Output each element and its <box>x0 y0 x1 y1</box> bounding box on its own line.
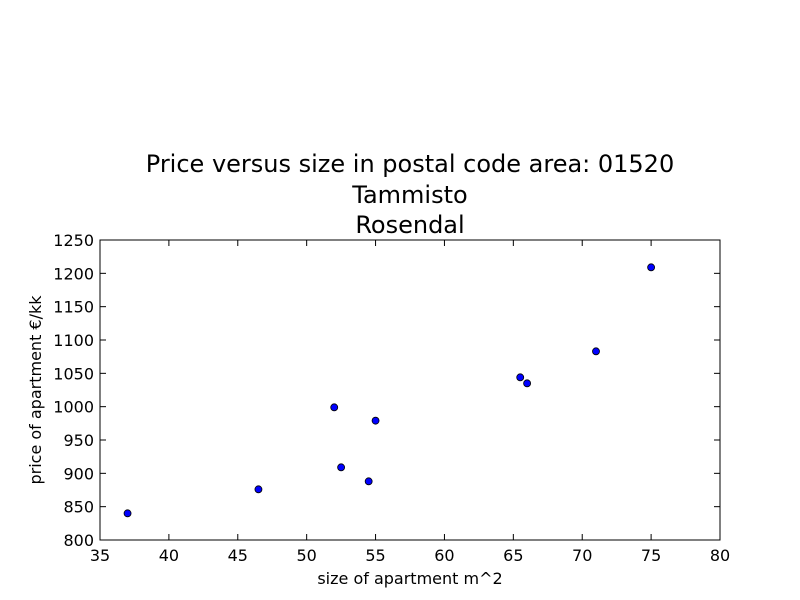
title-line-1: Price versus size in postal code area: 0… <box>146 150 674 178</box>
y-tick-label: 900 <box>63 464 94 483</box>
data-points <box>123 263 656 518</box>
y-tick-label: 1050 <box>53 364 94 383</box>
y-tick-label: 1250 <box>53 231 94 250</box>
x-tick-label: 70 <box>572 546 592 565</box>
x-tick-label: 40 <box>159 546 179 565</box>
y-tick-label: 800 <box>63 531 94 550</box>
scatter-point <box>523 379 532 388</box>
scatter-point <box>254 485 263 494</box>
chart-title: Price versus size in postal code area: 0… <box>146 150 674 239</box>
x-tick-label: 50 <box>296 546 316 565</box>
scatter-point <box>364 477 373 486</box>
x-axis-label: size of apartment m^2 <box>317 569 502 588</box>
scatter-point <box>371 416 380 425</box>
scatter-point <box>516 373 525 382</box>
y-tick-label: 950 <box>63 431 94 450</box>
plot-frame <box>99 239 721 541</box>
x-tick-label: 45 <box>228 546 248 565</box>
y-tick-label: 1000 <box>53 398 94 417</box>
scatter-point <box>330 403 339 412</box>
y-tick-label: 1150 <box>53 298 94 317</box>
scatter-point <box>123 509 132 518</box>
y-tick-label: 1100 <box>53 331 94 350</box>
scatter-point <box>592 347 600 356</box>
ticks-group: 35 40 45 50 55 60 65 70 75 80 800 850 900 950 1000 1050… <box>53 231 730 565</box>
scatter-point <box>647 263 656 272</box>
x-tick-label: 35 <box>90 546 110 565</box>
y-axis-label: price of apartment €/kk <box>26 295 45 485</box>
x-tick-label: 75 <box>641 546 661 565</box>
x-tick-label: 55 <box>365 546 385 565</box>
x-tick-label: 65 <box>503 546 523 565</box>
scatter-point <box>337 463 346 472</box>
x-tick-label: 60 <box>434 546 454 565</box>
y-tick-label: 1200 <box>53 264 94 283</box>
title-line-2: Tammisto <box>351 181 467 209</box>
title-line-3: Rosendal <box>355 211 464 239</box>
x-tick-label: 80 <box>710 546 730 565</box>
y-tick-label: 850 <box>63 498 94 517</box>
